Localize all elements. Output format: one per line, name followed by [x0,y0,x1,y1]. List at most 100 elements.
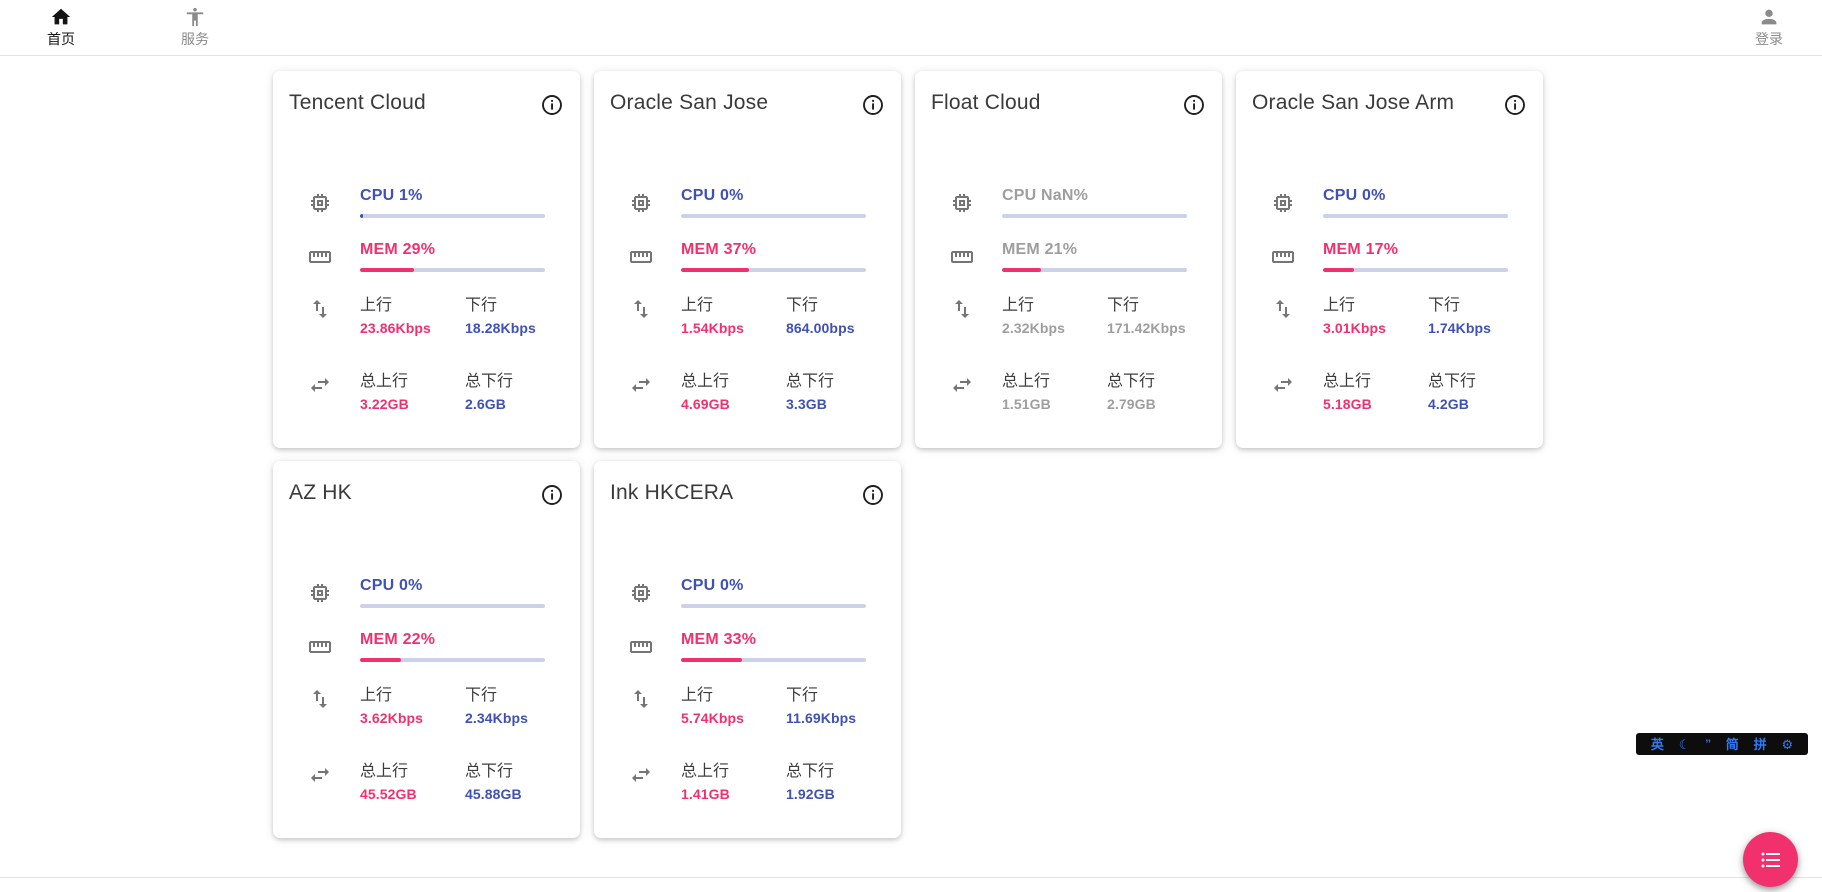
mem-metric: MEM 21% [1002,241,1206,272]
server-stats: CPU 1% MEM 29% [289,187,564,412]
total-values: 总上行 5.18GB 总下行 4.2GB [1323,367,1533,412]
server-card-header: Float Cloud [931,91,1206,117]
upload-value: 3.62Kbps [360,710,424,726]
mem-usage-text: MEM 37% [681,241,757,258]
server-card: Oracle San Jose Arm CPU 0% [1236,71,1543,448]
total-download: 总下行 45.88GB [465,757,570,802]
memory-ruler-icon [629,635,653,659]
ime-simplified-toggle[interactable]: 简 [1725,736,1739,752]
speed-row: 上行 23.86Kbps 下行 18.28Kbps [289,291,564,336]
nav-item-home-label: 首页 [47,31,75,47]
server-stats: CPU 0% MEM 17% [1252,187,1527,412]
ime-pinyin-toggle[interactable]: 拼 [1753,736,1767,752]
download-value: 171.42Kbps [1107,320,1186,336]
mem-progress-fill [1002,268,1041,272]
total-upload: 总上行 1.41GB [681,757,786,802]
upload-value: 1.54Kbps [681,320,745,336]
total-upload-value: 1.51GB [1002,396,1051,412]
mem-metric: MEM 17% [1323,241,1527,272]
total-upload: 总上行 1.51GB [1002,367,1107,412]
server-name: Oracle San Jose Arm [1252,91,1455,114]
swap-vertical-icon [629,687,653,711]
total-values: 总上行 3.22GB 总下行 2.6GB [360,367,570,412]
cpu-progress-track [360,604,545,608]
upload-label: 上行 [360,297,393,314]
mem-row: MEM 21% [931,241,1206,272]
server-card-header: Oracle San Jose Arm [1252,91,1527,117]
info-icon[interactable] [540,483,564,507]
total-row: 总上行 45.52GB 总下行 45.88GB [289,757,564,802]
speed-values: 上行 3.01Kbps 下行 1.74Kbps [1323,291,1533,336]
speed-row: 上行 3.01Kbps 下行 1.74Kbps [1252,291,1527,336]
total-row: 总上行 1.41GB 总下行 1.92GB [610,757,885,802]
ime-moon-icon[interactable]: ☾ [1678,736,1691,752]
server-card: AZ HK CPU 0% [273,461,580,838]
swap-vertical-icon [1271,297,1295,321]
nav-item-home[interactable]: 首页 [36,6,86,49]
download-value: 18.28Kbps [465,320,536,336]
total-upload-value: 4.69GB [681,396,730,412]
server-card: Tencent Cloud CPU 1% [273,71,580,448]
login-button[interactable]: 登录 [1744,6,1794,49]
ime-settings-gear-icon[interactable]: ⚙ [1781,736,1794,752]
mem-usage-text: MEM 17% [1323,241,1399,258]
info-icon[interactable] [540,93,564,117]
total-download: 总下行 4.2GB [1428,367,1533,412]
footer-divider [0,877,1822,878]
server-card-header: Oracle San Jose [610,91,885,117]
cpu-usage-text: CPU 0% [360,577,423,594]
memory-ruler-icon [308,245,332,269]
cpu-usage-text: CPU NaN% [1002,187,1089,204]
cpu-chip-icon [308,581,332,605]
info-icon[interactable] [861,483,885,507]
total-upload-value: 5.18GB [1323,396,1372,412]
total-row: 总上行 5.18GB 总下行 4.2GB [1252,367,1527,412]
info-icon[interactable] [1503,93,1527,117]
speed-values: 上行 2.32Kbps 下行 171.42Kbps [1002,291,1212,336]
info-icon[interactable] [1182,93,1206,117]
server-cards-grid: Tencent Cloud CPU 1% [273,71,1545,838]
server-name: Oracle San Jose [610,91,769,114]
speed-row: 上行 3.62Kbps 下行 2.34Kbps [289,681,564,726]
speed-values: 上行 23.86Kbps 下行 18.28Kbps [360,291,570,336]
server-name: Float Cloud [931,91,1041,114]
mem-metric: MEM 33% [681,631,885,662]
memory-ruler-icon [308,635,332,659]
download-speed: 下行 18.28Kbps [465,291,570,336]
cpu-metric: CPU 0% [681,577,885,608]
cpu-progress-track [360,214,545,218]
speed-row: 上行 1.54Kbps 下行 864.00bps [610,291,885,336]
download-label: 下行 [465,687,498,704]
cpu-row: CPU 0% [1252,187,1527,218]
swap-vertical-icon [629,297,653,321]
total-upload: 总上行 45.52GB [360,757,465,802]
memory-ruler-icon [629,245,653,269]
download-speed: 下行 2.34Kbps [465,681,570,726]
mem-usage-text: MEM 22% [360,631,436,648]
server-list-fab[interactable] [1743,832,1798,887]
ime-punctuation-toggle[interactable]: ’’ [1705,737,1711,750]
total-values: 总上行 45.52GB 总下行 45.88GB [360,757,570,802]
server-stats: CPU 0% MEM 37% [610,187,885,412]
upload-label: 上行 [681,297,714,314]
total-row: 总上行 1.51GB 总下行 2.79GB [931,367,1206,412]
download-label: 下行 [1428,297,1461,314]
server-card: Ink HKCERA CPU 0% [594,461,901,838]
total-upload-label: 总上行 [1002,373,1051,390]
cpu-usage-text: CPU 0% [681,187,744,204]
mem-progress-track [360,268,545,272]
info-icon[interactable] [861,93,885,117]
mem-row: MEM 33% [610,631,885,662]
cpu-usage-text: CPU 0% [681,577,744,594]
total-upload-label: 总上行 [681,373,730,390]
total-upload-value: 45.52GB [360,786,417,802]
speed-values: 上行 1.54Kbps 下行 864.00bps [681,291,891,336]
cpu-progress-track [681,604,866,608]
mem-progress-track [360,658,545,662]
upload-label: 上行 [1323,297,1356,314]
person-icon [1758,6,1780,28]
upload-label: 上行 [360,687,393,704]
nav-item-services[interactable]: 服务 [170,6,220,49]
ime-language-toggle[interactable]: 英 [1650,736,1664,752]
cpu-metric: CPU 0% [1323,187,1527,218]
